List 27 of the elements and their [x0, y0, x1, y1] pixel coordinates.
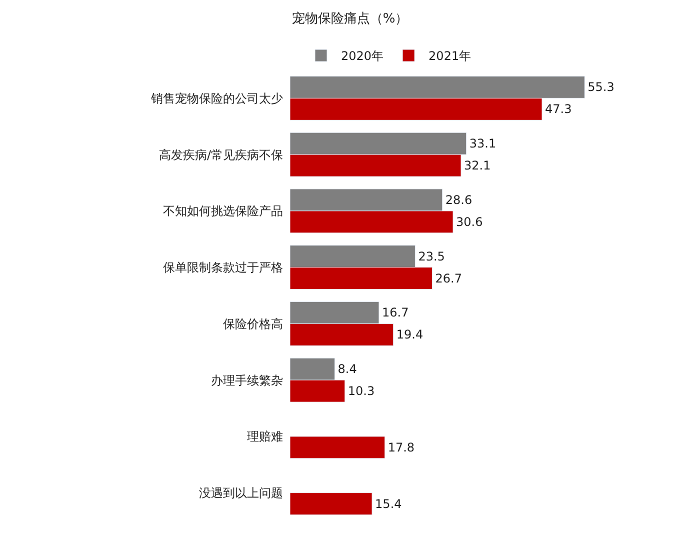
- legend-label: 2021年: [428, 49, 472, 64]
- data-label: 26.7: [435, 271, 462, 286]
- y-tick-label: 高发疾病/常见疾病不保: [158, 148, 283, 162]
- data-label: 28.6: [445, 192, 472, 207]
- data-label: 16.7: [382, 306, 409, 320]
- data-label: 32.1: [464, 158, 491, 173]
- bar: [290, 436, 386, 459]
- data-label: 47.3: [545, 102, 572, 116]
- y-tick-label: 没遇到以上问题: [199, 486, 283, 500]
- y-tick-label: 办理手续繁杂: [211, 373, 283, 388]
- chart-title: 宠物保险痛点（%）: [292, 12, 408, 27]
- data-label: 10.3: [348, 384, 375, 398]
- data-label: 30.6: [456, 214, 483, 229]
- data-label: 17.8: [388, 440, 415, 454]
- bar: [290, 492, 372, 516]
- legend-label: 2020年: [341, 49, 384, 64]
- y-tick-label: 不知如何挑选保险产品: [163, 204, 283, 218]
- data-label: 15.4: [375, 496, 402, 511]
- data-label: 33.1: [469, 136, 496, 151]
- y-tick-label: 保险价格高: [223, 316, 283, 331]
- y-tick-label: 保单限制条款过于严格: [163, 260, 283, 275]
- data-label: 23.5: [418, 249, 445, 264]
- data-label: 55.3: [588, 80, 614, 94]
- data-label: 8.4: [338, 362, 357, 376]
- data-label: 19.4: [396, 328, 424, 342]
- y-tick-label: 销售宠物保险的公司太少: [150, 91, 283, 106]
- y-tick-label: 理赔难: [247, 430, 283, 444]
